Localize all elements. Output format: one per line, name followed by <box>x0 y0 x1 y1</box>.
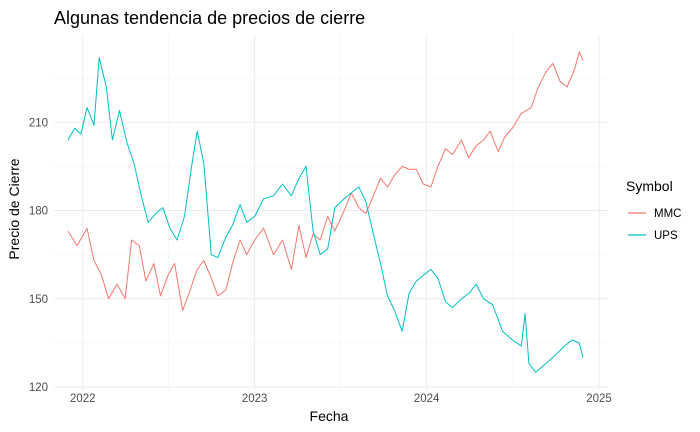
x-tick-label: 2023 <box>242 393 268 405</box>
y-tick-label: 180 <box>29 206 48 218</box>
series-lines <box>67 51 584 373</box>
legend-label-ups: UPS <box>654 230 678 242</box>
x-axis-ticks: 2022 2023 2024 2025 <box>70 393 612 405</box>
y-tick-label: 150 <box>29 294 48 306</box>
legend-title: Symbol <box>626 178 673 194</box>
x-tick-label: 2025 <box>586 393 612 405</box>
y-axis-ticks: 120 150 180 210 <box>29 117 48 394</box>
y-tick-label: 120 <box>29 382 48 394</box>
x-tick-label: 2022 <box>70 393 96 405</box>
series-line-ups <box>67 57 584 373</box>
legend-label-mmc: MMC <box>654 208 681 220</box>
x-axis-title: Fecha <box>310 408 349 424</box>
chart-title: Algunas tendencia de precios de cierre <box>54 8 365 28</box>
grid <box>54 34 608 390</box>
legend-items: MMC UPS <box>628 208 681 242</box>
y-tick-label: 210 <box>29 117 48 129</box>
y-axis-title: Precio de Cierre <box>6 158 22 259</box>
series-line-mmc <box>67 51 584 312</box>
legend: Symbol MMC UPS <box>626 178 681 242</box>
x-tick-label: 2024 <box>414 393 440 405</box>
